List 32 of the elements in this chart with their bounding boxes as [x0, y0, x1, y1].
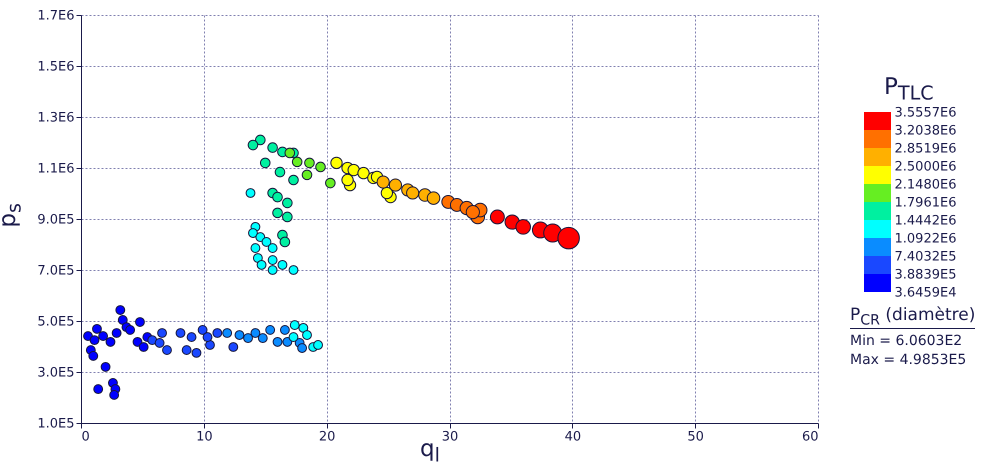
x-tick-label: 10: [196, 430, 213, 444]
x-tick-label: 0: [82, 430, 90, 444]
color-bar-label: 2.5000E6: [894, 159, 956, 174]
x-tick-label: 60: [802, 430, 818, 444]
legend-title: P$_{CR}$ (diamètre): [850, 305, 976, 330]
color-bar-label: 3.6459E4: [894, 286, 956, 300]
color-bar-label: 1.4442E6: [894, 214, 956, 228]
x-tick-label: 30: [442, 430, 458, 444]
color-bar-label: 3.2038E6: [894, 124, 956, 138]
y-tick-label: 5.0E5: [37, 314, 74, 330]
color-bar-title: P$_{TLC}$: [884, 74, 934, 105]
x-tick-label: 50: [687, 430, 704, 444]
y-tick-label: 1.1E6: [37, 162, 74, 176]
x-axis-title: q$_{l}$: [420, 436, 440, 465]
y-tick-label: 1.5E6: [37, 60, 74, 74]
y-tick-label: 7.0E5: [37, 264, 74, 278]
y-tick-label: 1.7E6: [37, 8, 74, 24]
color-bar-label: 7.4032E5: [894, 250, 956, 264]
color-bar-label: 1.7961E6: [894, 196, 956, 210]
color-bar-label: 2.8519E6: [894, 142, 956, 156]
y-tick-label: 1.0E5: [37, 416, 74, 432]
color-bar-label: 3.8839E5: [894, 268, 956, 282]
text: Min = 6.0603E2: [850, 332, 964, 351]
y-tick-label: 3.0E5: [37, 366, 74, 380]
y-tick-label: 9.0E5: [37, 212, 74, 228]
color-bar-label: 3.5557E6: [894, 106, 956, 120]
x-tick-label: 20: [318, 430, 336, 444]
color-bar-label: 1.0922E6: [894, 232, 956, 246]
x-tick-label: 40: [564, 430, 582, 444]
text: Max = 4.9853E5: [850, 351, 966, 370]
y-tick-label: 1.3E6: [37, 110, 74, 126]
color-bar-label: 2.1480E6: [894, 178, 956, 192]
